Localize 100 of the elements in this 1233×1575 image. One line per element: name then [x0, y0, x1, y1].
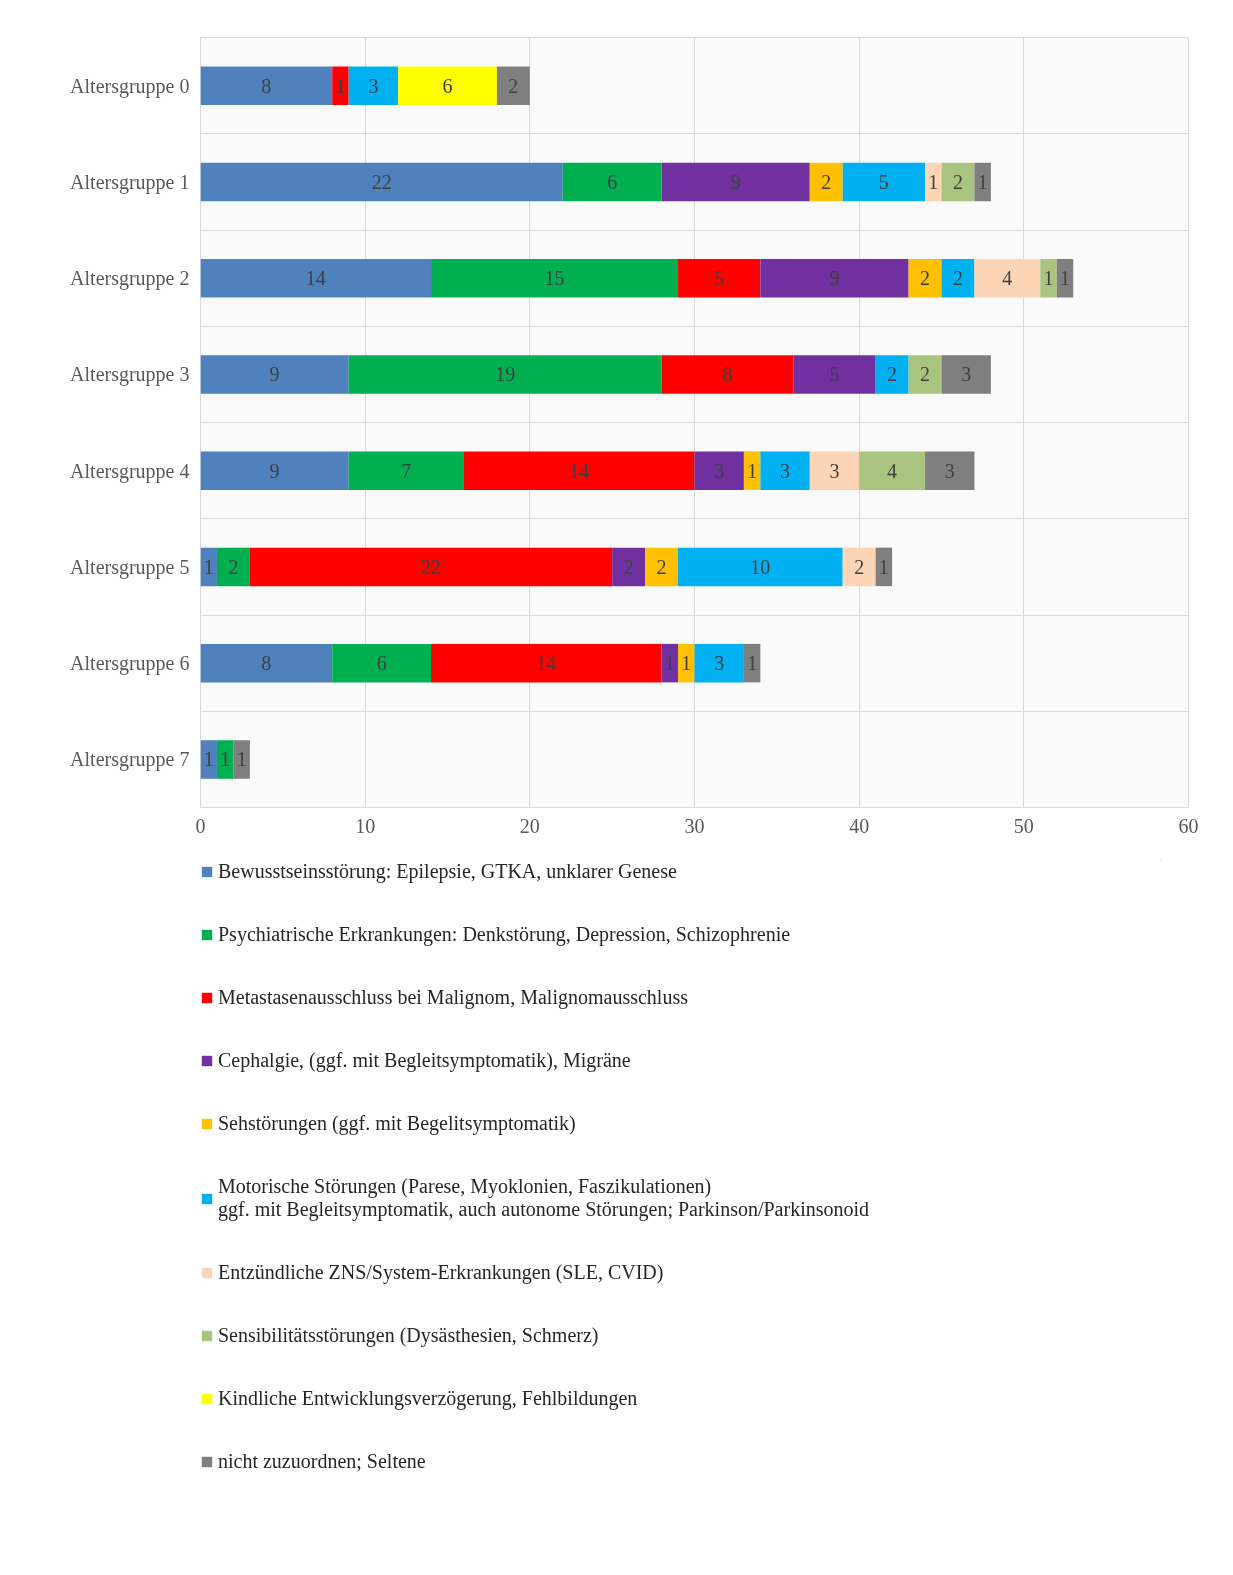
- bar: [332, 66, 349, 105]
- bar: [233, 740, 250, 779]
- bar: [348, 451, 464, 490]
- data-label: 22: [371, 170, 392, 193]
- bar: [941, 162, 975, 202]
- bar: [200, 740, 217, 779]
- data-label: 6: [607, 170, 618, 193]
- bar: [562, 162, 662, 202]
- y-tick-label: Altersgruppe 3: [70, 363, 190, 387]
- bar: [661, 643, 679, 683]
- bar: [842, 162, 926, 202]
- data-label: 1: [928, 170, 939, 193]
- data-label: 9: [730, 170, 741, 193]
- bar: [496, 66, 530, 105]
- data-label: 9: [269, 363, 280, 386]
- data-label: 15: [544, 267, 565, 290]
- bar: [941, 258, 975, 298]
- legend-label: Sehstörungen (ggf. mit Begelitsymptomatik): [218, 1112, 576, 1135]
- data-label: 1: [747, 459, 758, 482]
- y-tick-label: Altersgruppe 1: [70, 170, 190, 194]
- y-tick-label: Altersgruppe 6: [70, 652, 190, 676]
- bar: [661, 162, 810, 202]
- y-tick-label: Altersgruppe 5: [70, 555, 190, 579]
- data-label: 1: [878, 555, 889, 578]
- bar: [859, 451, 926, 490]
- bar: [348, 355, 662, 394]
- bar: [842, 547, 876, 587]
- data-label: 3: [829, 459, 840, 482]
- data-label: 1: [977, 170, 988, 193]
- bar: [793, 355, 876, 394]
- data-label: 3: [714, 652, 725, 675]
- legend-label: Cephalgie, (ggf. mit Begleitsymptomatik), Migräne: [218, 1049, 631, 1072]
- bar: [200, 643, 333, 683]
- x-tick-label: 20: [519, 814, 540, 837]
- data-label: 4: [887, 459, 898, 482]
- data-label: 3: [944, 459, 955, 482]
- data-label: 2: [952, 267, 963, 290]
- x-tick-label: 0: [195, 814, 206, 837]
- legend-label: Psychiatrische Erkrankungen: Denkstörung, Depression, Schizophrenie: [218, 923, 791, 946]
- bar: [216, 547, 250, 587]
- data-label: 22: [421, 555, 442, 578]
- bar: [809, 451, 860, 490]
- data-label: 5: [829, 363, 840, 386]
- bar: [760, 451, 810, 490]
- data-label: 6: [442, 74, 453, 97]
- bar: [200, 451, 349, 490]
- x-tick-label: 50: [1013, 814, 1034, 837]
- data-label: 14: [536, 652, 557, 675]
- data-label: 2: [854, 555, 865, 578]
- bar: [694, 643, 744, 683]
- x-tick-label: 40: [849, 814, 870, 837]
- data-label: 14: [305, 267, 326, 290]
- bar: [678, 643, 695, 683]
- data-label: 5: [714, 267, 725, 290]
- x-tick-label: 60: [1178, 814, 1199, 837]
- data-label: 9: [269, 459, 280, 482]
- legend-label: Metastasenausschluss bei Malignom, Malignomausschluss: [218, 986, 688, 1009]
- bar: [678, 547, 843, 587]
- data-label: 5: [878, 170, 889, 193]
- data-label: 2: [623, 555, 634, 578]
- bar: [612, 547, 646, 587]
- data-label: 3: [714, 459, 725, 482]
- data-label: 2: [508, 74, 519, 97]
- data-label: 14: [569, 459, 590, 482]
- data-label: 1: [681, 652, 692, 675]
- data-label: 2: [228, 555, 239, 578]
- legend-label: Motorische Störungen (Parese, Myoklonien, Faszikulationen) ggf. mit Begleitsymptomatik, auch autonome Störungen; Parkinson/Parkinsonoid: [218, 1175, 870, 1221]
- data-label: 1: [664, 652, 675, 675]
- data-label: 8: [261, 74, 272, 97]
- x-tick-label: 10: [355, 814, 376, 837]
- data-label: 10: [750, 555, 771, 578]
- data-label: 8: [722, 363, 733, 386]
- bar: [678, 258, 761, 298]
- bar: [694, 451, 744, 490]
- data-label: 1: [220, 748, 231, 771]
- bar: [941, 355, 991, 394]
- data-label: 1: [203, 555, 214, 578]
- bar: [1040, 258, 1057, 298]
- data-label: 1: [1043, 267, 1054, 290]
- bar: [463, 451, 695, 490]
- bar: [200, 162, 563, 202]
- bar: [249, 547, 613, 587]
- data-label: 6: [376, 652, 387, 675]
- x-tick-label: 30: [684, 814, 705, 837]
- legend-label: Sensibilitätsstörungen (Dysästhesien, Schmerz): [218, 1324, 599, 1347]
- y-tick-label: Altersgruppe 0: [70, 74, 190, 98]
- bar: [332, 643, 432, 683]
- bar: [925, 162, 942, 202]
- data-label: 1: [747, 652, 758, 675]
- data-label: 2: [887, 363, 898, 386]
- bar: [875, 547, 893, 587]
- y-tick-label: Altersgruppe 2: [70, 267, 190, 291]
- legend-label: Entzündliche ZNS/System-Erkrankungen (SLE, CVID): [218, 1261, 664, 1284]
- data-label: 19: [495, 363, 516, 386]
- data-label: 2: [656, 555, 667, 578]
- bar: [200, 66, 333, 105]
- bar: [908, 355, 942, 394]
- bar: [348, 66, 399, 105]
- legend-label: Kindliche Entwicklungsverzögerung, Fehlbildungen: [218, 1387, 638, 1410]
- bar: [200, 355, 349, 394]
